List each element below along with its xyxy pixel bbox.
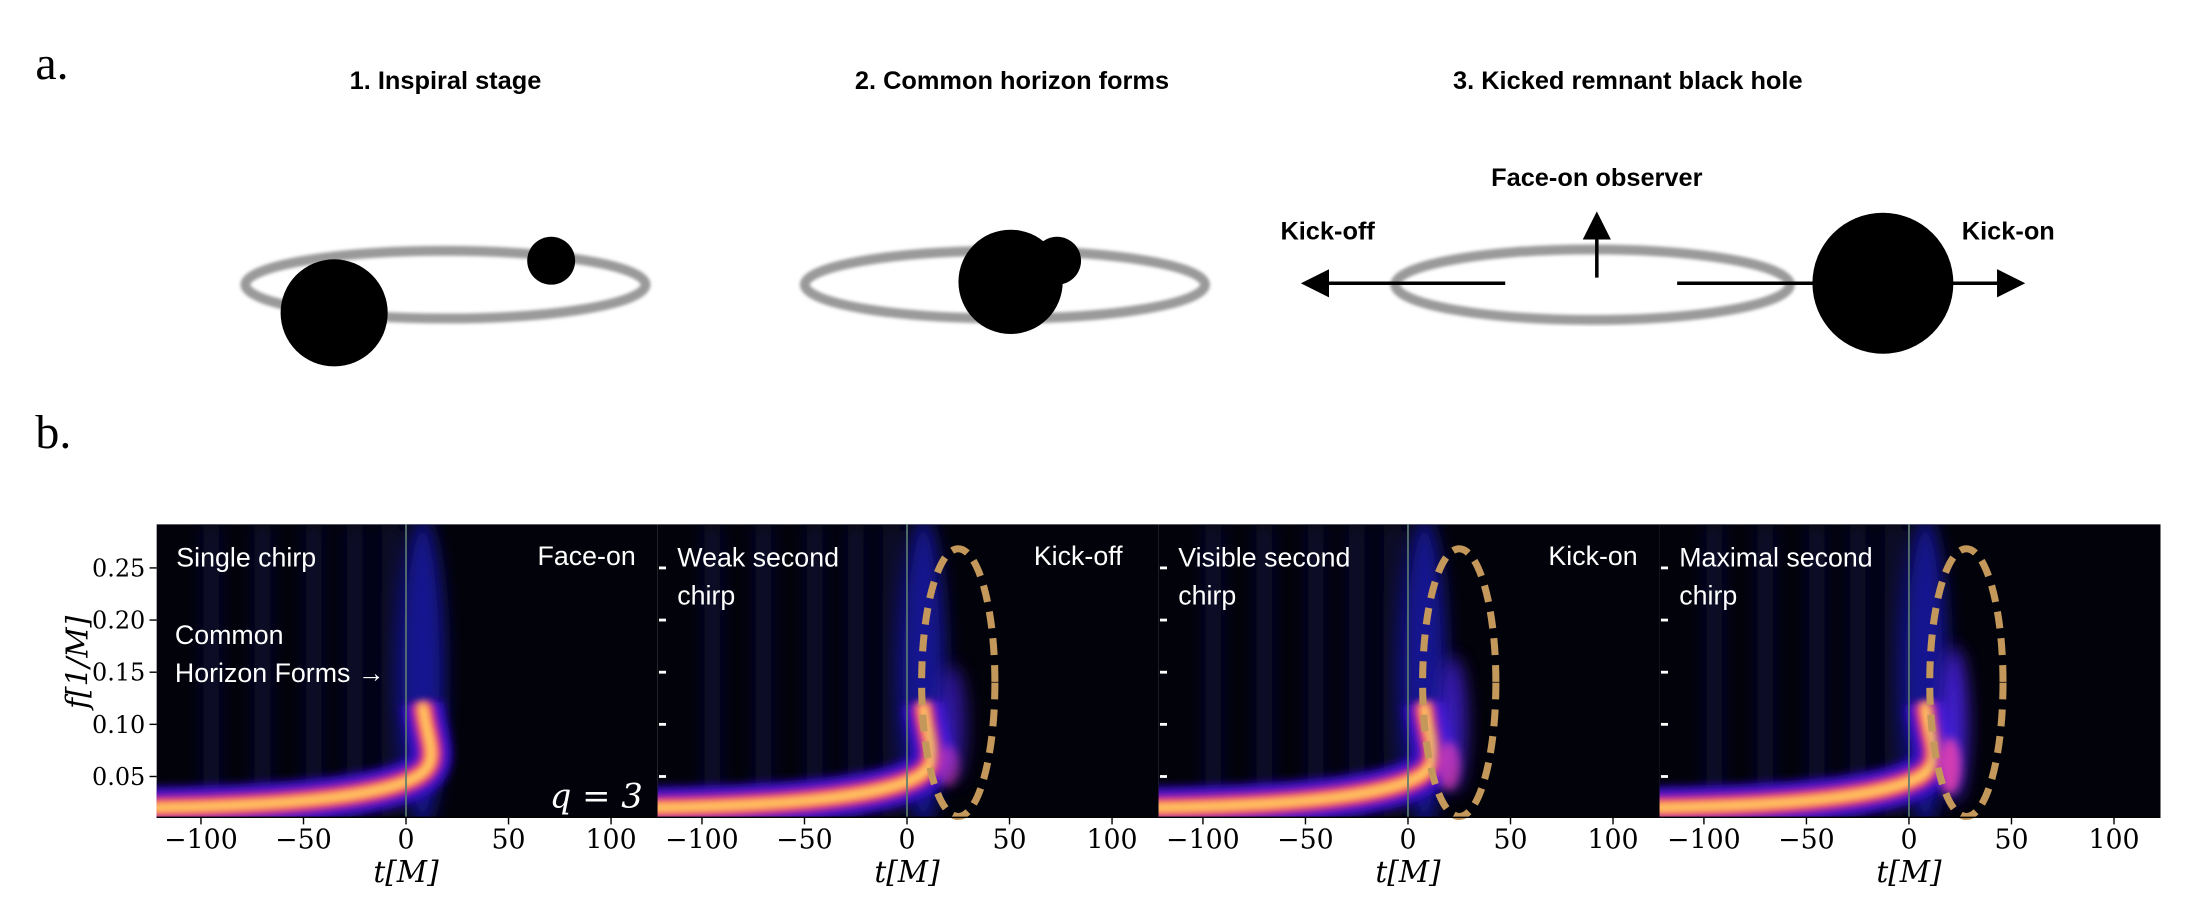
y-tick-label: 0.10 — [92, 711, 145, 739]
x-tick-label: −50 — [1277, 824, 1333, 855]
x-tick-label: 50 — [492, 824, 526, 855]
x-tick-label: 50 — [1994, 824, 2028, 855]
x-tick-label: 0 — [1399, 824, 1416, 855]
orientation: Face-on — [538, 541, 636, 571]
plot-title: chirp — [677, 581, 735, 611]
stripe — [202, 524, 220, 818]
orientation: Kick-off — [1034, 541, 1123, 571]
x-axis-label: t[M] — [1375, 855, 1441, 889]
stage-title: 3. Kicked remnant black hole — [1453, 67, 1803, 95]
stripe — [1849, 524, 1867, 818]
x-tick-label: 50 — [1493, 824, 1527, 855]
x-tick-label: −100 — [1667, 824, 1741, 855]
plot-title: Visible second — [1178, 543, 1350, 573]
chirp — [1158, 703, 1436, 810]
x-tick-label: −50 — [1778, 824, 1835, 855]
highlight — [918, 545, 999, 821]
chirp — [657, 703, 935, 810]
second-chirp-core — [1437, 741, 1461, 791]
x-tick-label: −100 — [665, 824, 739, 855]
spectrogram — [156, 524, 658, 818]
stripe — [1383, 524, 1401, 818]
second-chirp-core — [1938, 737, 1962, 795]
highlight — [1926, 545, 2007, 821]
stripe — [847, 524, 865, 818]
black-holes — [280, 212, 1954, 367]
stripe — [1705, 524, 1723, 818]
y-tick-label: 0.05 — [92, 763, 145, 791]
stripe — [703, 524, 721, 818]
stripe — [806, 524, 824, 818]
annotation: Face-on observer — [1491, 164, 1703, 192]
stripe — [1884, 524, 1902, 818]
arrows — [1300, 211, 2026, 298]
annotation: Kick-off — [1280, 218, 1375, 246]
x-tick-label: −100 — [1166, 824, 1240, 855]
note: Horizon Forms → — [175, 658, 385, 688]
y-axis-label: f[1/M] — [61, 615, 95, 711]
stripe — [1307, 524, 1325, 818]
chirp — [156, 703, 434, 810]
x-tick-label: −100 — [164, 824, 238, 855]
stripe — [882, 524, 900, 818]
x-tick-label: 0 — [898, 824, 915, 855]
stripe — [305, 524, 323, 818]
mass-ratio: q = 3 — [550, 776, 643, 815]
stripe — [254, 524, 271, 818]
y-tick-label: 0.25 — [92, 554, 145, 582]
stripe — [1808, 524, 1826, 818]
panel-label: a. — [35, 37, 68, 90]
second-chirp-core — [936, 745, 960, 787]
x-tick-label: −50 — [776, 824, 832, 855]
panel-label: b. — [35, 406, 71, 459]
x-tick-label: −50 — [275, 824, 332, 855]
y-tick-label: 0.15 — [92, 659, 145, 687]
highlight — [1419, 545, 1500, 821]
spectrogram — [1158, 524, 1660, 818]
plot-title: Single chirp — [176, 543, 316, 573]
spectrogram — [657, 524, 1159, 818]
x-tick-label: 0 — [398, 824, 415, 855]
stripe — [346, 524, 364, 818]
x-tick-label: 100 — [586, 824, 637, 855]
x-tick-label: 100 — [1086, 824, 1137, 855]
stripe — [1756, 524, 1774, 818]
stripe — [1255, 524, 1273, 818]
x-tick-label: 50 — [992, 824, 1026, 855]
y-tick-label: 0.20 — [92, 607, 145, 635]
stripe — [1204, 524, 1222, 818]
stripe — [381, 524, 399, 818]
x-axis-label: t[M] — [874, 855, 940, 889]
stripe — [755, 524, 772, 818]
note: Common — [175, 620, 284, 650]
x-axis-label: t[M] — [1876, 855, 1942, 889]
x-axis-label: t[M] — [373, 855, 439, 889]
x-tick-label: 0 — [1900, 824, 1917, 855]
plot-title: Weak second — [677, 543, 839, 573]
annotation: Kick-on — [1962, 218, 2055, 246]
plot-title: chirp — [1679, 581, 1737, 611]
orientation: Kick-on — [1548, 541, 1637, 571]
x-tick-label: 100 — [2088, 824, 2139, 855]
stripe — [1348, 524, 1366, 818]
stage-title: 2. Common horizon forms — [855, 67, 1169, 95]
x-tick-label: 100 — [1587, 824, 1638, 855]
plot-title: Maximal second — [1679, 543, 1872, 573]
stage-title: 1. Inspiral stage — [350, 67, 542, 95]
plot-title: chirp — [1178, 581, 1236, 611]
